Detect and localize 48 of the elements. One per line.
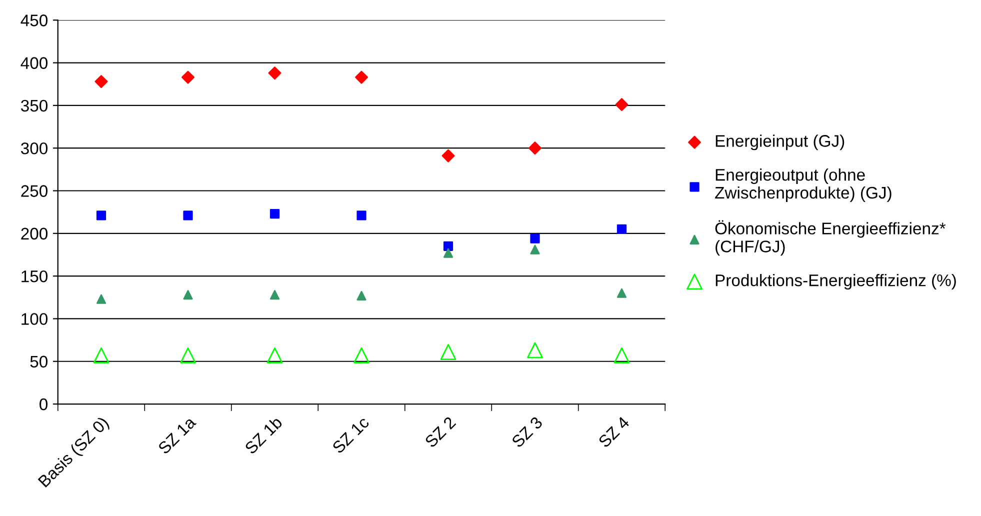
- point: [356, 210, 366, 220]
- point: [266, 347, 283, 364]
- point: [183, 290, 193, 300]
- point: [614, 347, 630, 364]
- point: [270, 290, 280, 300]
- x-tick-label: SZ 1a: [157, 415, 197, 455]
- x-tick-label: SZ 3: [510, 416, 544, 448]
- y-tick-label: 100: [22, 313, 48, 325]
- point: [354, 70, 368, 84]
- y-tick-label: 300: [20, 142, 48, 154]
- point: [270, 208, 280, 219]
- y-tick-label: 250: [21, 185, 48, 197]
- y-tick-label: 50: [30, 356, 48, 368]
- y-tick-label: 0: [40, 398, 48, 410]
- legend-label: Produktions-Energieeffizienz (%): [716, 274, 956, 290]
- point: [94, 75, 108, 88]
- legend-label: Energieoutput (ohne Zwischenprodukte) (GJ): [715, 168, 892, 202]
- point: [530, 234, 540, 244]
- point: [615, 98, 628, 112]
- point: [96, 210, 106, 220]
- legend-label: Ökonomische Energieeffizienz* (CHF/GJ): [715, 220, 946, 256]
- point: [354, 347, 370, 364]
- point: [530, 244, 540, 254]
- point: [440, 344, 456, 360]
- point: [183, 210, 193, 220]
- x-tick-label: SZ 1b: [244, 416, 283, 455]
- point: [443, 241, 454, 252]
- point: [268, 66, 282, 80]
- y-tick-label: 200: [21, 228, 48, 240]
- y-tick-label: 450: [20, 14, 48, 26]
- point: [96, 294, 106, 304]
- y-tick-label: 400: [20, 57, 48, 69]
- y-tick-label: 150: [22, 270, 48, 282]
- point: [616, 224, 627, 234]
- point: [356, 290, 366, 300]
- legend-label: Energieinput (GJ): [716, 134, 844, 150]
- x-tick-label: SZ 2: [424, 416, 456, 448]
- point: [527, 342, 543, 358]
- point: [443, 248, 454, 258]
- point: [181, 70, 195, 84]
- x-tick-label: SZ 4: [598, 416, 630, 448]
- point: [93, 347, 110, 364]
- point: [180, 347, 196, 364]
- point: [528, 142, 542, 155]
- x-tick-label: SZ 1c: [332, 416, 370, 454]
- point: [616, 288, 627, 298]
- point: [442, 149, 455, 162]
- y-tick-label: 350: [20, 100, 48, 112]
